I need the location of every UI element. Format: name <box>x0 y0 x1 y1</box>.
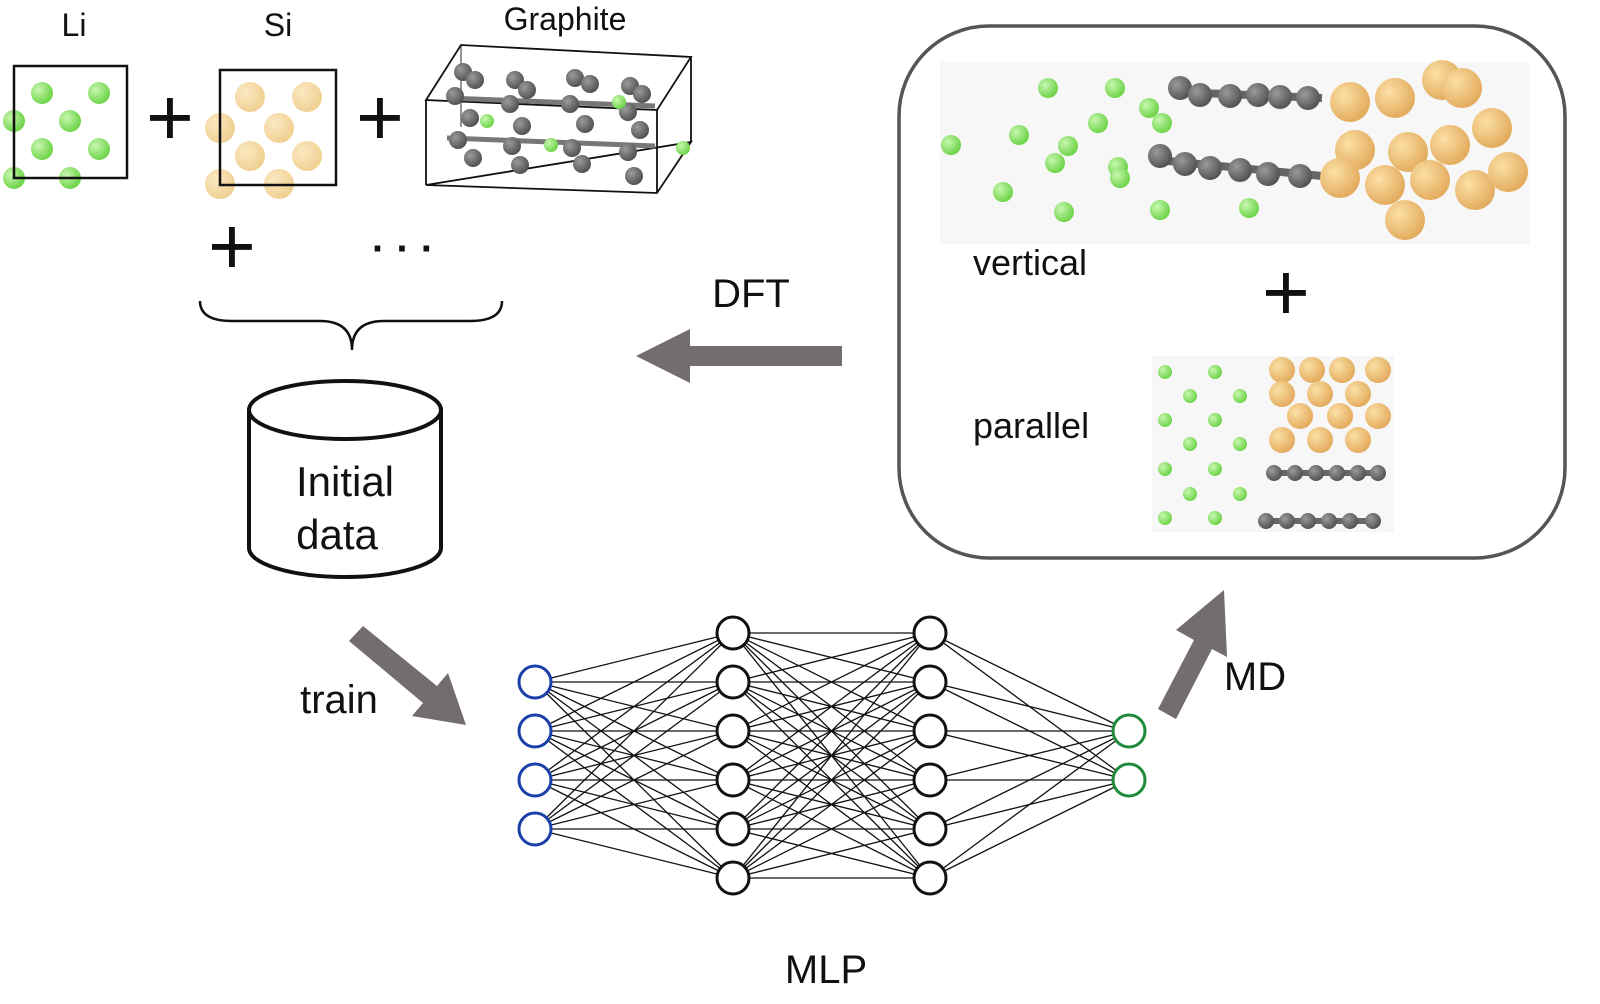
hidden-node <box>912 811 948 847</box>
mlp-label: MLP <box>785 948 867 992</box>
network-connections <box>534 632 1130 879</box>
dft-label: DFT <box>712 272 790 316</box>
hidden-node <box>715 860 751 896</box>
hidden-node <box>912 713 948 749</box>
graphite-label: Graphite <box>504 1 627 37</box>
network-edge <box>732 828 931 879</box>
network-edge <box>929 779 1130 879</box>
hidden-node <box>912 860 948 896</box>
hidden-node <box>715 664 751 700</box>
plus-sign: + <box>1262 247 1310 338</box>
database-icon <box>247 379 443 579</box>
hidden-node <box>912 664 948 700</box>
network-edge <box>534 730 734 830</box>
network-edge <box>732 730 931 879</box>
parallel-interface-structure <box>1158 357 1391 529</box>
hidden-node <box>715 811 751 847</box>
network-edge <box>929 730 1130 830</box>
curly-brace <box>198 300 504 351</box>
hidden-node <box>715 762 751 798</box>
plus-sign: + <box>146 72 194 163</box>
li-structure <box>3 64 129 189</box>
network-edge <box>929 730 1130 781</box>
parallel-label: parallel <box>973 405 1089 446</box>
hidden-node <box>715 615 751 651</box>
network-edge <box>534 632 734 830</box>
network-edge <box>732 632 931 879</box>
si-structure <box>205 68 338 199</box>
md-arrow <box>1158 590 1227 719</box>
network-edge <box>732 632 931 683</box>
hidden-node <box>912 762 948 798</box>
network-edge <box>732 681 931 879</box>
network-edge <box>732 632 931 732</box>
si-label: Si <box>264 7 292 43</box>
hidden-node <box>912 615 948 651</box>
output-node <box>1111 713 1147 749</box>
train-arrow <box>349 626 466 725</box>
network-edge <box>929 681 1130 732</box>
md-label: MD <box>1224 655 1286 699</box>
vertical-label: vertical <box>973 242 1087 283</box>
initial-data-label-line2: data <box>296 511 378 558</box>
network-edge <box>534 632 734 683</box>
graphite-structure <box>424 44 693 194</box>
plus-sign: + <box>356 72 404 163</box>
output-node <box>1111 762 1147 798</box>
network-edge <box>534 779 734 830</box>
network-nodes <box>517 615 1147 896</box>
network-edge <box>534 681 734 830</box>
vertical-interface-structure <box>941 60 1528 240</box>
network-edge <box>732 632 931 781</box>
train-label: train <box>300 678 378 722</box>
input-node <box>517 762 553 798</box>
network-edge <box>732 779 931 879</box>
input-node <box>517 664 553 700</box>
network-edge <box>534 632 734 781</box>
network-edge <box>929 730 1130 879</box>
hidden-node <box>715 713 751 749</box>
li-label: Li <box>62 7 87 43</box>
network-edge <box>732 632 931 830</box>
dft-arrow <box>636 329 842 383</box>
input-node <box>517 713 553 749</box>
network-edge <box>534 828 734 879</box>
network-edge <box>534 632 734 732</box>
ellipsis: · · · <box>372 227 434 271</box>
plus-sign: + <box>208 201 256 292</box>
network-edge <box>929 632 1130 732</box>
initial-data-label-line1: Initial <box>296 458 394 505</box>
input-node <box>517 811 553 847</box>
